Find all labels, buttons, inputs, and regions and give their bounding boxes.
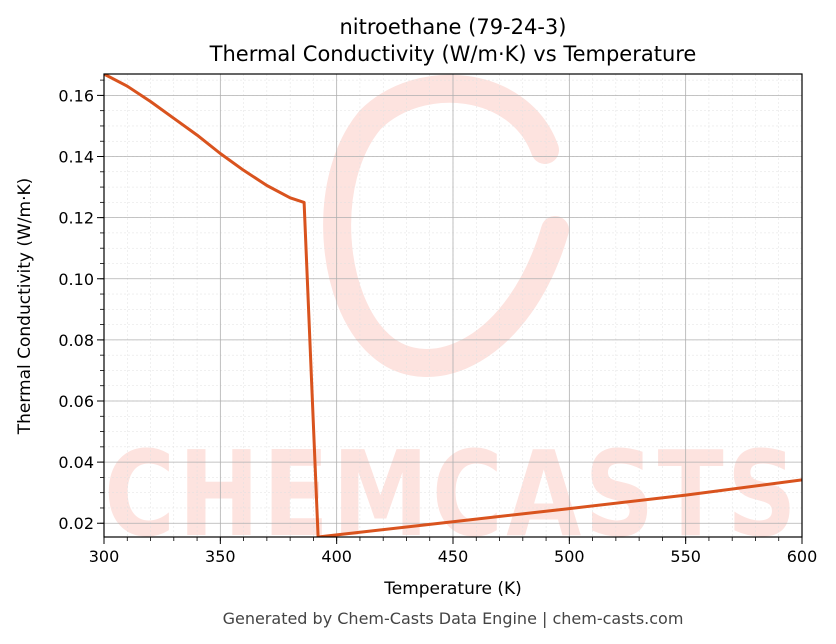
y-tick-label: 0.08 [58,331,94,350]
x-tick-label: 350 [205,547,236,566]
watermark: CHEMCASTS [104,74,800,563]
x-tick-label: 600 [787,547,818,566]
ticks [97,79,803,544]
x-tick-label: 400 [321,547,352,566]
chart-subtitle: Thermal Conductivity (W/m·K) vs Temperat… [209,42,697,66]
x-tick-label: 300 [89,547,120,566]
series-line [104,74,802,537]
y-tick-label: 0.04 [58,453,94,472]
y-tick-label: 0.10 [58,270,94,289]
x-tick-label: 450 [438,547,469,566]
y-tick-label: 0.02 [58,514,94,533]
tick-labels: 300 350 400 450 500 550 600 0.02 0.04 0.06 0.08 0.1… [58,86,817,566]
y-axis-label: Thermal Conductivity (W/m·K) [15,178,35,436]
watermark-swirl [323,74,569,377]
y-tick-label: 0.16 [58,86,94,105]
plot-frame [103,73,803,538]
footer-credit: Generated by Chem-Casts Data Engine | ch… [223,609,684,628]
chart-title: nitroethane (79-24-3) [340,15,567,39]
x-tick-label: 500 [554,547,585,566]
x-tick-label: 550 [670,547,701,566]
watermark-text: CHEMCASTS [104,425,800,563]
y-tick-label: 0.14 [58,148,94,167]
y-tick-label: 0.06 [58,392,94,411]
x-axis-label: Temperature (K) [383,579,522,599]
series-group [104,74,802,537]
y-tick-label: 0.12 [58,209,94,228]
